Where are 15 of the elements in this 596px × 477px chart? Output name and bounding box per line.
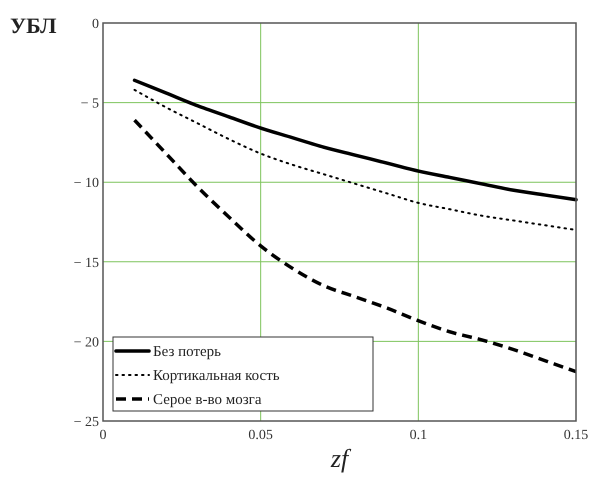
x-tick-label: 0.1: [410, 428, 428, 443]
legend-label: Кортикальная кость: [153, 368, 280, 384]
y-tick-label: − 10: [74, 176, 99, 192]
y-tick-label: − 5: [80, 96, 99, 112]
y-axis-title: УБЛ: [10, 13, 58, 38]
y-tick-label: − 20: [74, 335, 99, 350]
y-tick-label: 0: [92, 17, 99, 32]
x-tick-label: 0.15: [564, 428, 588, 443]
legend-label: Без потерь: [153, 344, 222, 360]
y-tick-label: − 15: [74, 256, 99, 271]
legend-label: Серое в-во мозга: [153, 392, 262, 408]
line-series: [132, 78, 578, 202]
y-tick-label: − 25: [74, 415, 99, 430]
x-tick-label: 0.05: [248, 428, 273, 443]
x-axis-title: zf: [330, 444, 352, 473]
